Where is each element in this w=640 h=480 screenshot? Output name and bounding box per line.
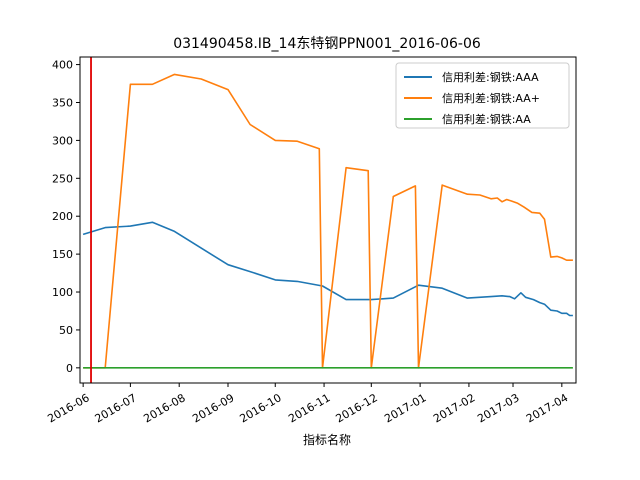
axes-frame [79,56,577,384]
y-tick-label: 0 [66,362,73,375]
x-axis-label: 指标名称 [303,432,351,447]
legend-label: 信用利差:钢铁:AA+ [442,91,540,105]
legend-label: 信用利差:钢铁:AA [442,112,531,126]
y-tick-label: 400 [52,59,73,72]
y-tick-label: 350 [52,96,73,109]
y-axis: 0 50 100 150 200 250 300 350 400 [52,59,80,375]
y-tick-label: 100 [52,286,73,299]
chart-title: 031490458.IB_14东特钢PPN001_2016-06-06 [173,36,481,52]
y-tick-label: 250 [52,172,73,185]
series-line [82,221,573,317]
y-tick-label: 50 [59,324,73,337]
y-tick-label: 150 [52,248,73,261]
plot-area [82,57,573,383]
y-tick-label: 300 [52,134,73,147]
legend-box [395,62,570,129]
series-line [83,73,573,369]
y-tick-label: 200 [52,210,73,223]
legend-label: 信用利差:钢铁:AAA [442,70,539,84]
legend: 信用利差:钢铁:AAA 信用利差:钢铁:AA+ 信用利差:钢铁:AA [395,62,570,129]
